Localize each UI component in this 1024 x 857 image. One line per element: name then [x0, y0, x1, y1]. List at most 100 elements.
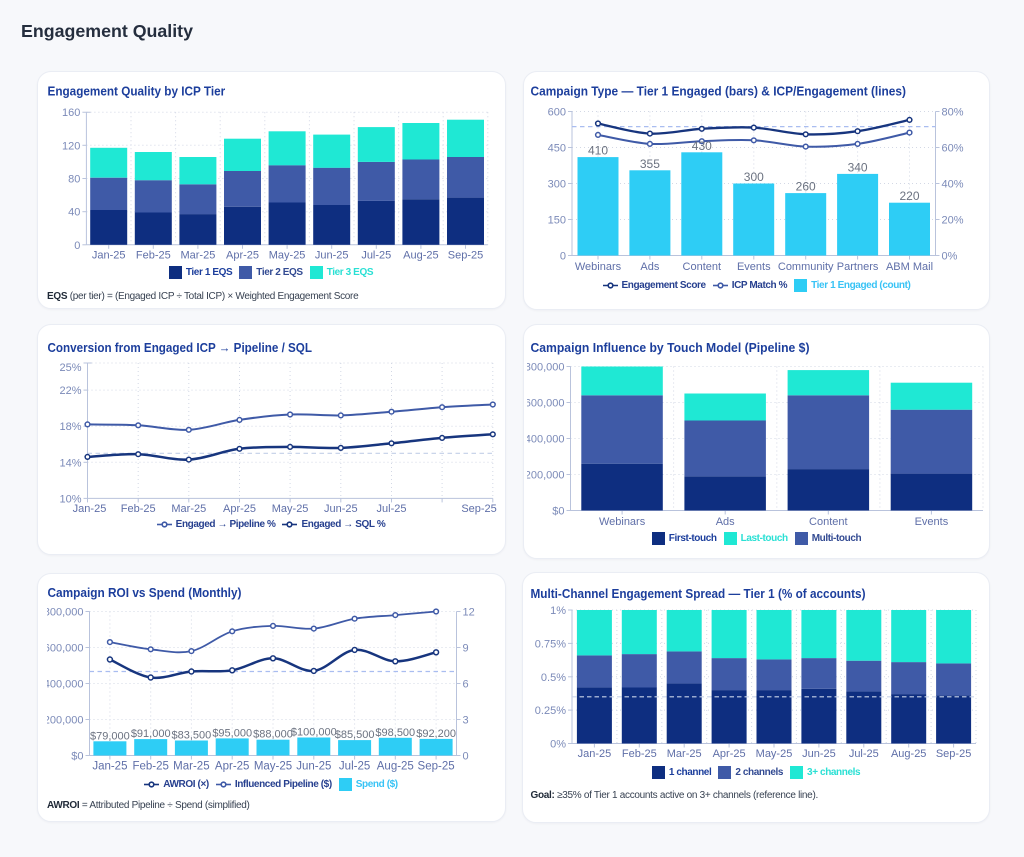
svg-text:Aug-25: Aug-25	[403, 249, 438, 261]
svg-text:Webinars: Webinars	[575, 261, 622, 273]
svg-text:430: 430	[692, 139, 712, 153]
svg-text:$200,000: $200,000	[38, 715, 84, 727]
svg-text:300: 300	[548, 179, 566, 191]
svg-text:$83,500: $83,500	[171, 730, 211, 742]
svg-text:Events: Events	[915, 516, 949, 528]
svg-text:Apr-25: Apr-25	[222, 503, 255, 515]
svg-text:Campaign Influence by Touch Mo: Campaign Influence by Touch Model (Pipel…	[531, 341, 810, 355]
svg-text:40%: 40%	[942, 179, 964, 191]
svg-text:Sep-25: Sep-25	[447, 249, 482, 261]
svg-text:Jan-25: Jan-25	[72, 503, 106, 515]
svg-text:Mar-25: Mar-25	[171, 503, 206, 515]
svg-text:3: 3	[462, 715, 468, 727]
svg-text:Mar-25: Mar-25	[173, 761, 209, 773]
svg-text:Jan-25: Jan-25	[92, 761, 127, 773]
svg-text:$79,000: $79,000	[90, 730, 130, 742]
svg-text:$92,200: $92,200	[416, 728, 456, 740]
svg-text:600: 600	[548, 107, 566, 119]
svg-text:Content: Content	[809, 516, 848, 528]
svg-text:Conversion from Engaged ICP →: Conversion from Engaged ICP → Pipeline /…	[47, 341, 312, 355]
svg-text:Campaign Type — Tier 1 Engaged: Campaign Type — Tier 1 Engaged (bars) & …	[531, 85, 907, 99]
svg-text:450: 450	[548, 143, 566, 155]
svg-text:Engagement Quality by ICP Tier: Engagement Quality by ICP Tier	[47, 85, 225, 99]
svg-text:Events: Events	[737, 261, 771, 273]
svg-text:Feb-25: Feb-25	[622, 748, 657, 760]
svg-text:0%: 0%	[550, 739, 566, 751]
svg-text:Webinars: Webinars	[599, 516, 646, 528]
svg-text:$200,000: $200,000	[524, 470, 565, 482]
svg-text:Sep-25: Sep-25	[461, 503, 496, 515]
svg-text:Apr-25: Apr-25	[225, 249, 258, 261]
svg-text:$95,000: $95,000	[212, 727, 252, 739]
svg-text:0: 0	[462, 751, 468, 763]
svg-text:150: 150	[548, 215, 566, 227]
svg-text:Aug-25: Aug-25	[891, 748, 926, 760]
svg-text:Mar-25: Mar-25	[667, 748, 702, 760]
svg-text:0: 0	[74, 240, 80, 252]
svg-text:25%: 25%	[59, 362, 81, 374]
svg-text:0%: 0%	[942, 251, 958, 263]
svg-text:Jul-25: Jul-25	[361, 249, 391, 261]
svg-text:60%: 60%	[942, 143, 964, 155]
svg-text:Aug-25: Aug-25	[376, 761, 413, 773]
svg-text:May-25: May-25	[756, 748, 793, 760]
svg-text:Jun-25: Jun-25	[323, 503, 357, 515]
svg-text:410: 410	[588, 144, 608, 158]
svg-text:$800,000: $800,000	[38, 607, 84, 619]
svg-text:Jan-25: Jan-25	[91, 249, 125, 261]
svg-text:9: 9	[462, 643, 468, 655]
svg-text:Jun-25: Jun-25	[296, 761, 331, 773]
svg-text:160: 160	[62, 107, 80, 119]
svg-text:May-25: May-25	[268, 249, 305, 261]
svg-text:Feb-25: Feb-25	[132, 761, 168, 773]
svg-text:Jun-25: Jun-25	[314, 249, 348, 261]
svg-text:Jun-25: Jun-25	[802, 748, 836, 760]
svg-text:$100,000: $100,000	[290, 727, 336, 739]
svg-text:Jan-25: Jan-25	[578, 748, 612, 760]
svg-text:10%: 10%	[59, 493, 81, 505]
svg-text:Jul-25: Jul-25	[376, 503, 406, 515]
svg-text:$88,000: $88,000	[253, 729, 293, 741]
svg-text:Partners: Partners	[837, 261, 879, 273]
svg-text:18%: 18%	[59, 421, 81, 433]
svg-text:$98,500: $98,500	[375, 727, 415, 739]
svg-text:300: 300	[744, 170, 764, 184]
svg-text:12: 12	[462, 607, 474, 619]
svg-text:120: 120	[62, 140, 80, 152]
svg-text:$0: $0	[552, 506, 564, 518]
svg-text:May-25: May-25	[253, 761, 291, 773]
svg-text:$600,000: $600,000	[524, 398, 565, 410]
svg-text:0.25%: 0.25%	[535, 705, 566, 717]
svg-text:Mar-25: Mar-25	[180, 249, 215, 261]
svg-text:80%: 80%	[942, 107, 964, 119]
svg-text:Community: Community	[778, 261, 834, 273]
svg-text:Jul-25: Jul-25	[338, 761, 369, 773]
svg-text:Multi-Channel Engagement Sprea: Multi-Channel Engagement Spread — Tier 1…	[531, 587, 866, 601]
svg-text:Sep-25: Sep-25	[417, 761, 454, 773]
svg-text:Sep-25: Sep-25	[936, 748, 971, 760]
svg-text:Ads: Ads	[640, 261, 659, 273]
svg-text:14%: 14%	[59, 457, 81, 469]
svg-text:Jul-25: Jul-25	[849, 748, 879, 760]
svg-text:$800,000: $800,000	[524, 362, 565, 374]
svg-text:22%: 22%	[59, 385, 81, 397]
svg-text:$85,500: $85,500	[334, 729, 374, 741]
svg-text:$91,000: $91,000	[130, 728, 170, 740]
svg-text:80: 80	[68, 174, 80, 186]
svg-text:$0: $0	[71, 751, 83, 763]
svg-text:Apr-25: Apr-25	[214, 761, 249, 773]
svg-text:$400,000: $400,000	[38, 679, 84, 691]
svg-text:6: 6	[462, 679, 468, 691]
svg-text:Feb-25: Feb-25	[135, 249, 170, 261]
svg-text:$600,000: $600,000	[38, 643, 84, 655]
svg-text:0.5%: 0.5%	[541, 672, 566, 684]
svg-text:355: 355	[640, 157, 660, 171]
svg-text:Engagement Quality: Engagement Quality	[21, 21, 193, 41]
svg-text:1%: 1%	[550, 605, 566, 617]
svg-text:ABM Mail: ABM Mail	[886, 261, 933, 273]
svg-text:220: 220	[899, 189, 919, 203]
svg-text:0.75%: 0.75%	[535, 638, 566, 650]
svg-text:Campaign ROI vs Spend (Monthly: Campaign ROI vs Spend (Monthly)	[47, 586, 241, 600]
svg-text:0: 0	[560, 251, 566, 263]
svg-text:May-25: May-25	[271, 503, 308, 515]
